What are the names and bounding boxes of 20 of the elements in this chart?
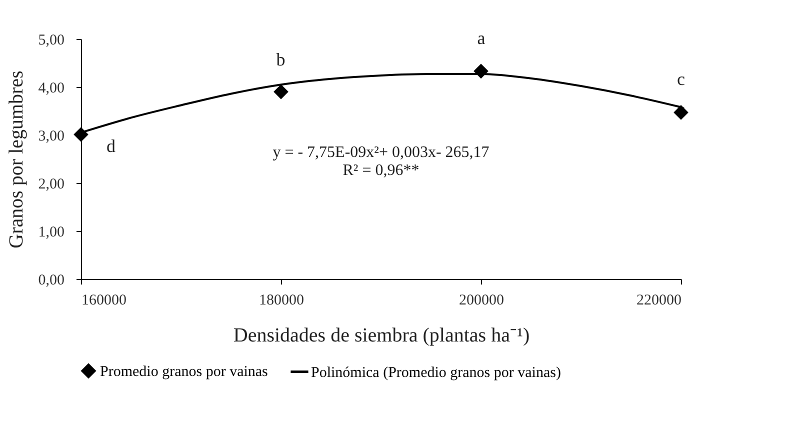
y-tick-label: 5,00 bbox=[38, 32, 64, 48]
x-tick-label: 180000 bbox=[259, 292, 304, 308]
x-axis-title: Densidades de siembra (plantas ha⁻¹) bbox=[233, 324, 530, 346]
x-tick-label: 220000 bbox=[636, 292, 682, 308]
x-tick-label: 160000 bbox=[82, 292, 126, 308]
y-axis-title: Granos por legumbres bbox=[5, 70, 28, 248]
y-tick-label: 1,00 bbox=[38, 224, 64, 240]
annotation: R² = 0,96** bbox=[342, 162, 420, 179]
legend-label: Promedio granos por vainas bbox=[100, 364, 268, 380]
annotation: b bbox=[276, 50, 286, 70]
annotation: d bbox=[106, 136, 116, 156]
annotation: c bbox=[677, 68, 685, 89]
y-tick-label: 3,00 bbox=[38, 128, 64, 144]
annotation: a bbox=[477, 28, 486, 48]
legend-label: Polinómica (Promedio granos por vainas) bbox=[311, 364, 561, 381]
x-tick-label: 200000 bbox=[459, 292, 504, 308]
annotation: y = - 7,75E-09x²+ 0,003x- 265,17 bbox=[272, 144, 490, 161]
y-tick-label: 0,00 bbox=[38, 272, 64, 288]
y-tick-label: 2,00 bbox=[38, 176, 64, 192]
y-tick-label: 4,00 bbox=[38, 80, 64, 96]
